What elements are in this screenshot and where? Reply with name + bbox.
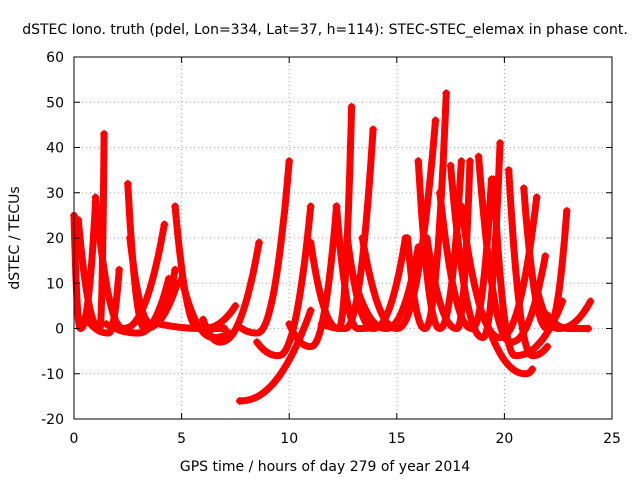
y-axis-label: dSTEC / TECUs (7, 186, 23, 289)
y-tick-label: 50 (46, 95, 64, 111)
series-curve (70, 198, 99, 332)
series-curve (457, 193, 541, 342)
y-tick-label: -10 (41, 367, 64, 383)
series-pass-14 (252, 202, 315, 360)
x-tick-label: 25 (603, 431, 621, 447)
series-pass-11 (199, 238, 264, 346)
chart-title: dSTEC Iono. truth (pdel, Lon=334, Lat=37… (22, 22, 628, 38)
series-pass-34 (543, 310, 593, 333)
y-tick-label: 60 (46, 50, 64, 66)
y-tick-label: 20 (46, 231, 64, 247)
y-tick-label: 40 (46, 141, 64, 157)
series-pass-31 (504, 166, 552, 360)
series-curve (126, 234, 179, 328)
x-tick-label: 15 (388, 431, 406, 447)
series-curve (404, 89, 450, 332)
series-curve (83, 266, 123, 337)
y-tick-label: 0 (55, 322, 64, 338)
y-tick-label: 10 (46, 276, 64, 292)
series-pass-07 (125, 234, 180, 328)
axis-ticks (73, 56, 613, 420)
series-curve (483, 320, 536, 378)
series-curve (253, 202, 315, 360)
series-curve (199, 239, 263, 346)
x-tick-label: 10 (280, 431, 298, 447)
series-curve (505, 166, 551, 360)
series-curve (490, 175, 566, 360)
y-tick-label: -20 (41, 412, 64, 428)
x-tick-label: 0 (70, 431, 79, 447)
series-curve (285, 202, 340, 351)
series-pass-30 (483, 319, 537, 378)
series-curve (423, 157, 474, 332)
series-curve (520, 184, 571, 332)
series-pass-06 (102, 274, 173, 337)
series-pass-12 (237, 157, 294, 337)
x-axis-label: GPS time / hours of day 279 of year 2014 (180, 459, 470, 475)
series-pass-27 (457, 193, 541, 342)
series-pass-23 (414, 157, 466, 332)
series-curve (171, 202, 229, 332)
series-curve (414, 157, 465, 332)
series-curve (238, 157, 293, 337)
series-pass-26 (446, 138, 505, 342)
y-tick-label: 30 (46, 186, 64, 202)
x-tick-label: 20 (495, 431, 513, 447)
series-curve (348, 243, 422, 332)
series-pass-22 (403, 89, 451, 332)
series-curve (102, 275, 173, 337)
series-pass-24 (422, 157, 474, 332)
data-series (70, 89, 595, 405)
series-curve (543, 311, 592, 332)
series-curve (447, 139, 504, 342)
series-pass-32 (519, 184, 571, 332)
series-pass-03 (82, 265, 124, 337)
x-tick-label: 5 (177, 431, 186, 447)
series-pass-08 (171, 202, 229, 333)
tick-labels: 0 5 10 15 20 25 -20 -10 0 10 20 30 40 50 60 (41, 50, 621, 447)
